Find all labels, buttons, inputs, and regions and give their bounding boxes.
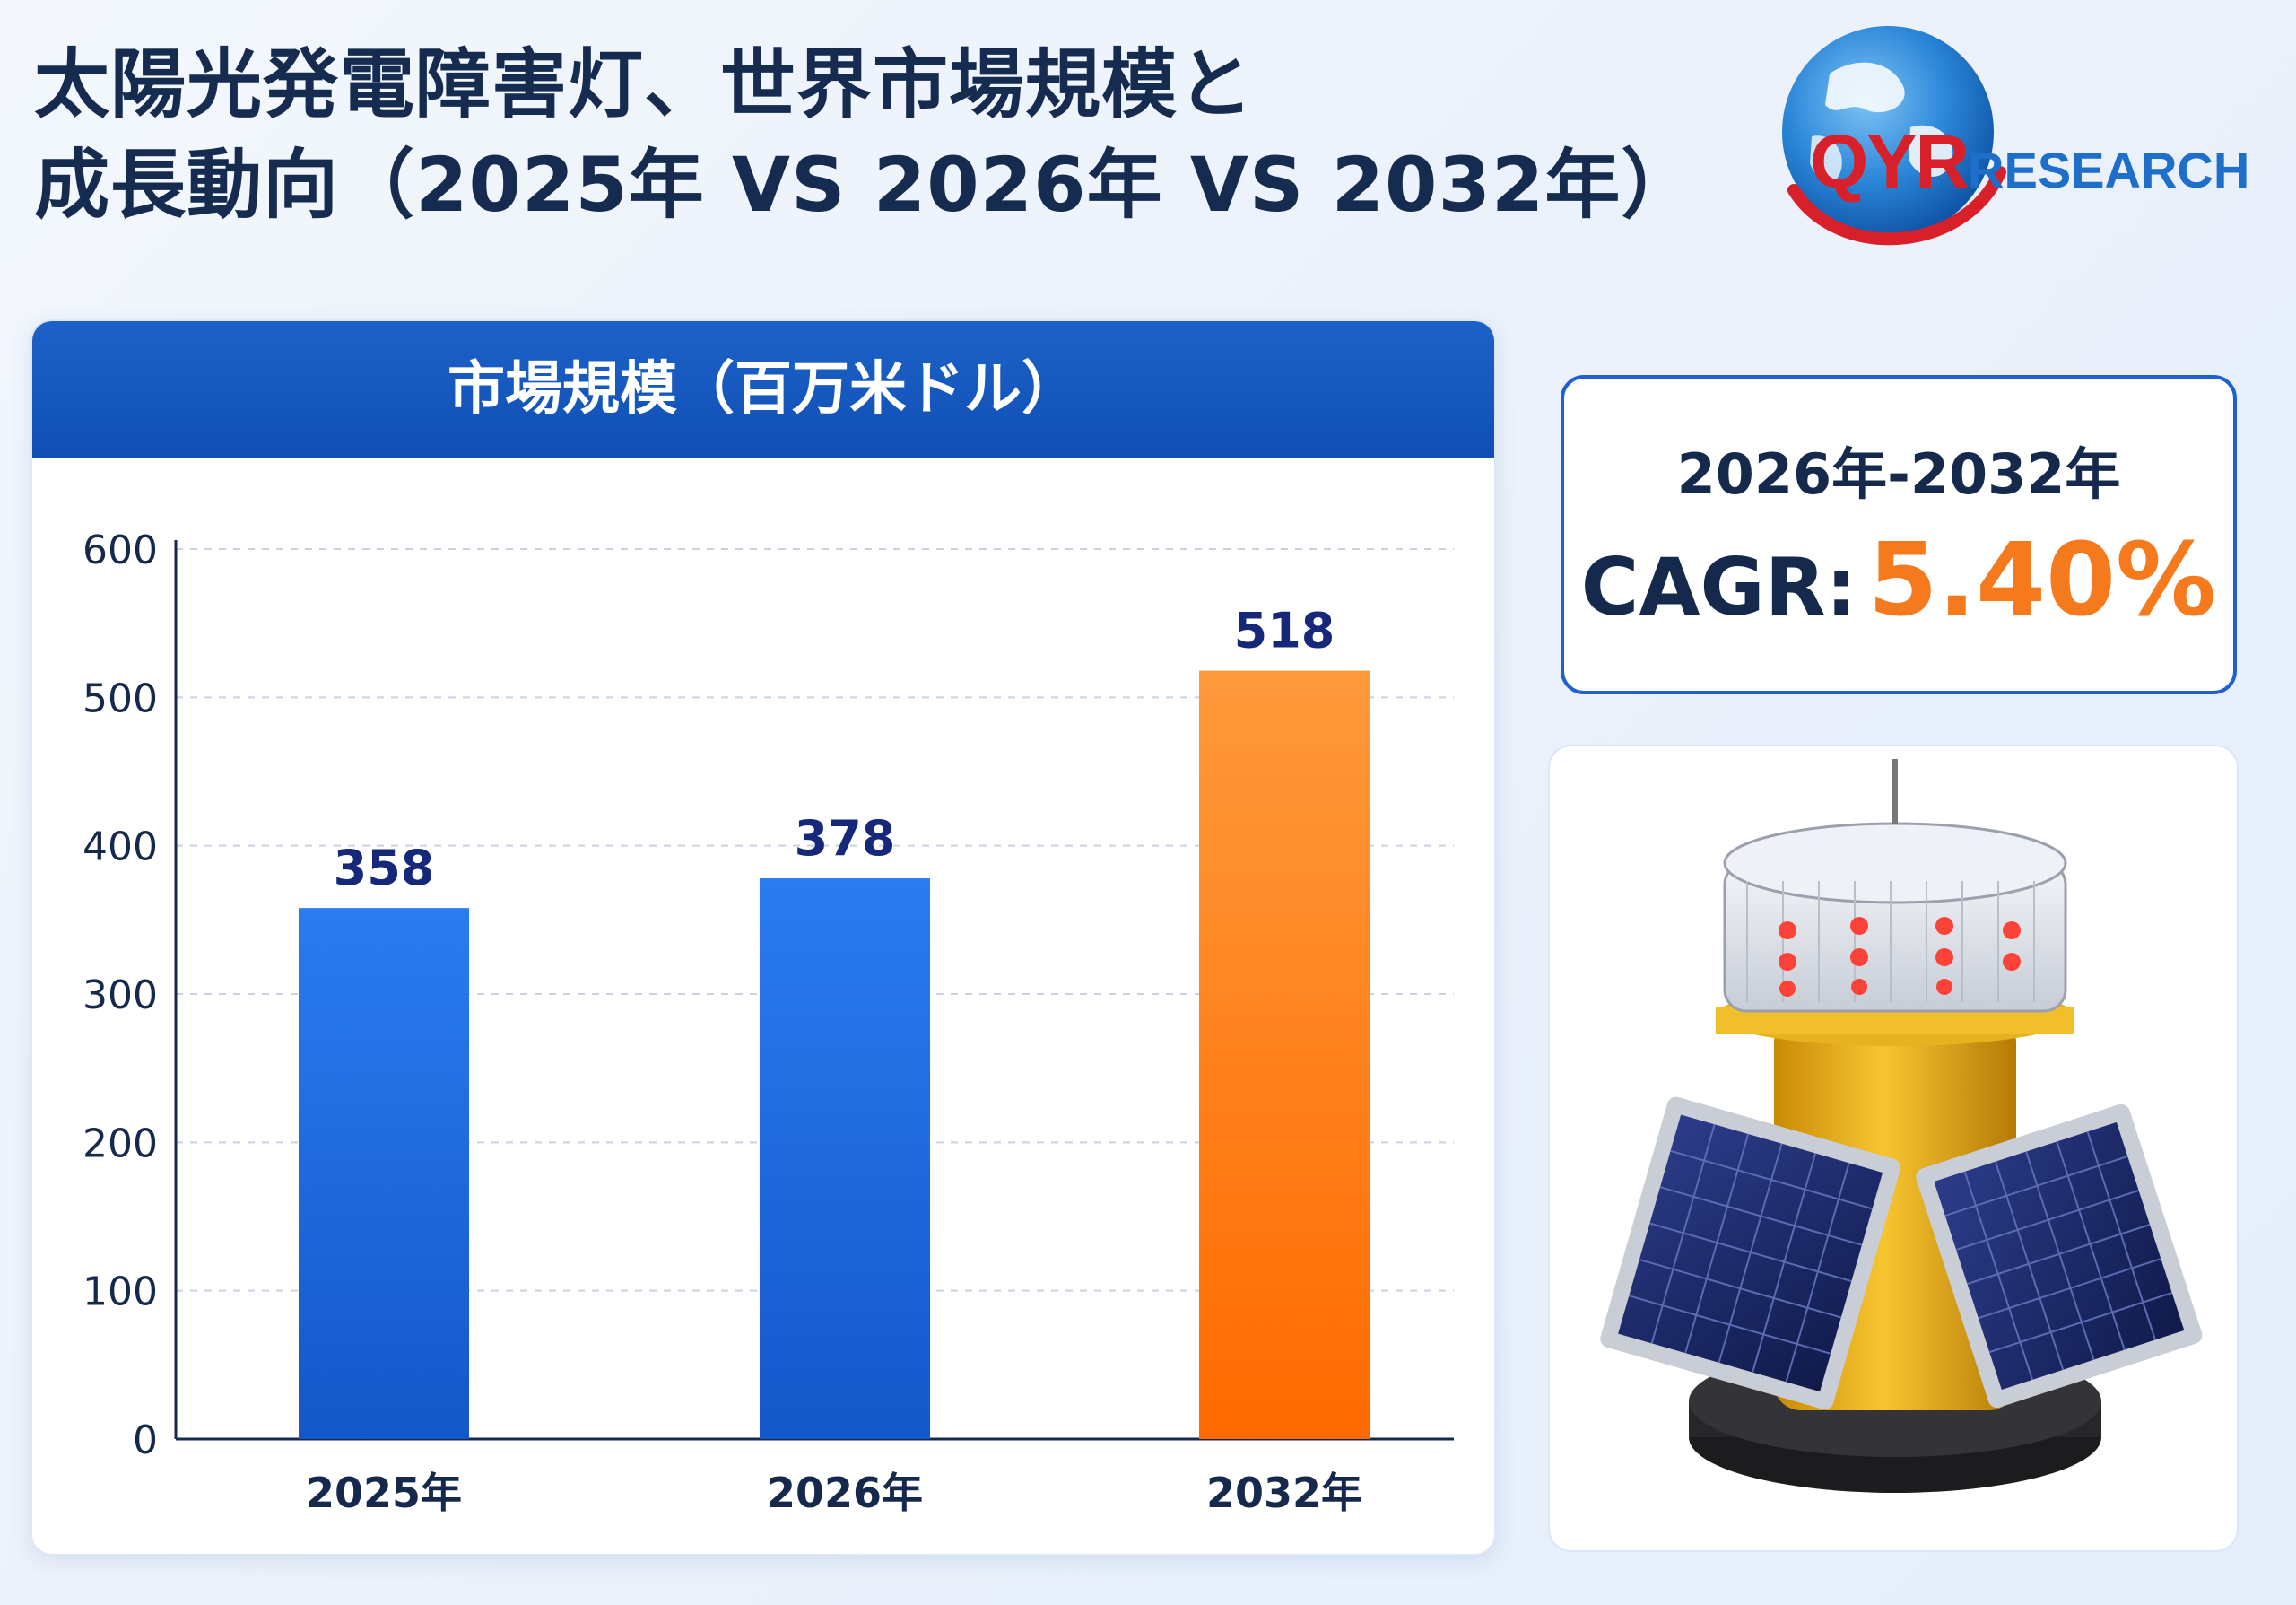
bar-value-label: 378	[795, 810, 896, 867]
product-image-card	[1548, 745, 2239, 1552]
cagr-label: CAGR:	[1580, 541, 1857, 633]
solar-obstruction-light-icon	[1600, 759, 2203, 1493]
title-line-1: 太陽光発電障害灯、世界市場規模と	[34, 40, 1255, 128]
chart-heading: 市場規模（百万米ドル）	[32, 321, 1494, 458]
bar-chart: 0 100 200 300 400 500 600 358 2025年 378 2026年 518 20…	[83, 528, 1454, 1517]
cagr-value: 5.40%	[1867, 522, 2217, 639]
title-line-2: 成長動向（2025年 VS 2026年 VS 2032年）	[34, 141, 1698, 229]
y-tick-label: 300	[83, 973, 158, 1018]
logo-qyr-text: QYR	[1810, 119, 1970, 204]
logo-wordmark: QYRRESEARCH	[1810, 118, 2249, 205]
y-tick-label: 0	[133, 1417, 158, 1463]
bar	[760, 878, 930, 1439]
y-tick-label: 400	[83, 824, 158, 870]
y-tick-label: 100	[83, 1269, 158, 1315]
cagr-period: 2026年-2032年	[1676, 441, 2121, 507]
bar-value-label: 518	[1234, 603, 1335, 659]
y-tick-label: 600	[83, 528, 158, 573]
page-title: 太陽光発電障害灯、世界市場規模と 成長動向（2025年 VS 2026年 VS …	[34, 34, 1738, 235]
qyr-research-logo: QYRRESEARCH	[1731, 20, 2269, 262]
x-tick-label: 2025年	[306, 1469, 462, 1517]
cagr-line: CAGR: 5.40%	[1564, 522, 2233, 639]
y-tick-label: 200	[83, 1121, 158, 1166]
x-tick-label: 2032年	[1206, 1469, 1362, 1517]
x-tick-label: 2026年	[767, 1469, 923, 1517]
logo-research-text: RESEARCH	[1968, 142, 2250, 198]
bar	[1199, 670, 1370, 1439]
y-tick-label: 500	[83, 676, 158, 721]
cagr-card: 2026年-2032年 CAGR: 5.40%	[1561, 375, 2237, 694]
globe-icon	[1782, 26, 2006, 246]
bar-value-label: 358	[334, 840, 435, 896]
bar	[299, 908, 469, 1439]
market-size-chart-panel: 市場規模（百万米ドル） 0 100 200 300 400 500 600 358 2025年 3…	[30, 319, 1496, 1556]
